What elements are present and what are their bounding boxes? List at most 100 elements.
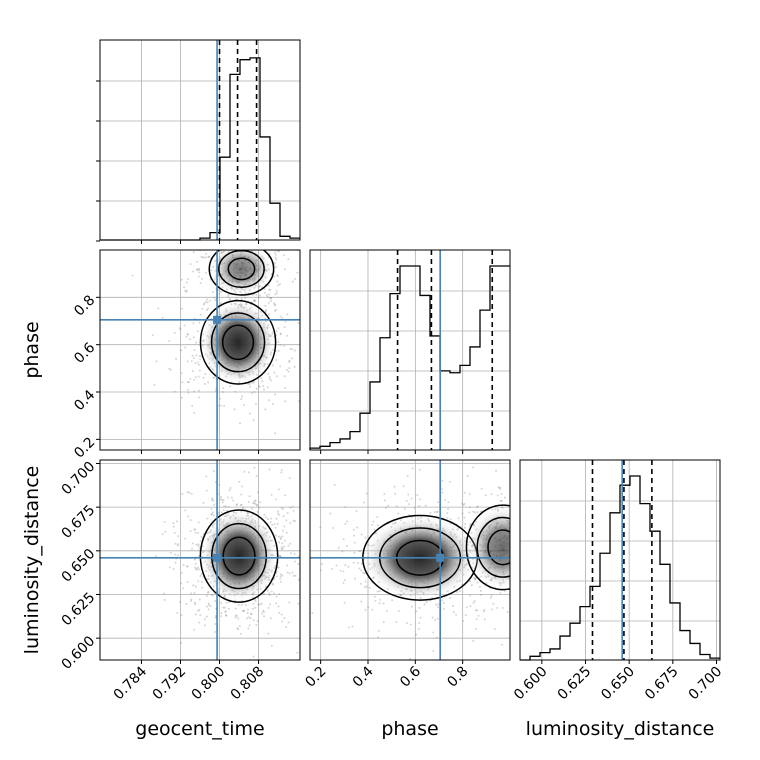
sample-point — [411, 467, 414, 470]
sample-point — [194, 601, 197, 604]
sample-point — [210, 507, 213, 510]
sample-point — [267, 372, 270, 375]
sample-point — [191, 370, 194, 373]
sample-point — [347, 626, 350, 629]
sample-point — [180, 278, 183, 281]
xlabel-geocent-time: geocent_time — [135, 718, 264, 740]
sample-point — [447, 507, 450, 510]
sample-point — [214, 234, 216, 236]
sample-point — [176, 520, 179, 523]
sample-point — [198, 321, 201, 324]
contour-level-1 — [211, 522, 267, 590]
sample-point — [220, 495, 223, 498]
sample-point — [535, 558, 537, 560]
sample-point — [391, 599, 394, 602]
sample-point — [515, 553, 517, 555]
sample-point — [337, 546, 340, 549]
sample-point — [247, 471, 250, 474]
sample-point — [343, 601, 346, 604]
sample-point — [360, 533, 363, 536]
sample-point — [511, 507, 513, 509]
sample-point — [417, 627, 420, 630]
sample-point — [274, 293, 277, 296]
sample-point — [214, 600, 217, 603]
sample-point — [468, 506, 471, 509]
sample-point — [522, 584, 524, 586]
sample-point — [463, 491, 466, 494]
sample-point — [419, 616, 422, 619]
sample-point — [268, 375, 271, 378]
sample-point — [513, 551, 515, 553]
sample-point — [235, 503, 238, 506]
sample-point — [179, 328, 182, 331]
sample-point — [275, 375, 278, 378]
sample-point — [185, 565, 188, 568]
sample-point — [360, 600, 363, 603]
sample-point — [219, 302, 222, 305]
sample-point — [489, 597, 492, 600]
sample-point — [289, 521, 292, 524]
sample-point — [214, 616, 217, 619]
sample-point — [278, 593, 281, 596]
sample-point — [521, 550, 523, 552]
sample-point — [514, 540, 516, 542]
sample-point — [271, 424, 273, 426]
sample-point — [186, 381, 189, 384]
sample-point — [191, 354, 194, 357]
sample-point — [273, 262, 276, 265]
sample-point — [275, 242, 277, 244]
sample-point — [341, 550, 344, 553]
panel-luminosity_distance-vs-geocent_time-frame — [99, 459, 301, 661]
sample-point — [235, 504, 238, 507]
sample-point — [527, 569, 529, 571]
sample-point — [294, 277, 297, 280]
sample-point — [342, 570, 345, 573]
sample-point — [176, 544, 179, 547]
sample-point — [451, 605, 454, 608]
sample-point — [277, 605, 280, 608]
sample-point — [448, 480, 451, 483]
sample-point — [452, 611, 455, 614]
sample-point — [269, 288, 272, 291]
sample-point — [473, 599, 476, 602]
sample-point — [331, 526, 334, 529]
sample-point — [180, 349, 183, 352]
sample-point — [238, 625, 241, 628]
y-tick-label: 0.675 — [59, 502, 99, 542]
sample-point — [313, 569, 315, 571]
sample-point — [220, 511, 223, 514]
sample-point — [197, 521, 200, 524]
sample-point — [155, 360, 158, 363]
sample-point — [163, 520, 166, 523]
sample-point — [363, 586, 366, 589]
sample-point — [207, 591, 210, 594]
sample-point — [219, 397, 222, 400]
sample-point — [194, 613, 197, 616]
sample-point — [267, 313, 270, 316]
sample-point — [180, 582, 183, 585]
sample-point — [301, 316, 303, 318]
sample-point — [526, 489, 528, 491]
sample-point — [517, 515, 519, 517]
sample-point — [181, 396, 184, 399]
sample-point — [205, 298, 208, 301]
sample-point — [539, 538, 541, 540]
sample-point — [281, 317, 284, 320]
sample-point — [244, 296, 247, 299]
sample-point — [431, 616, 434, 619]
sample-point — [523, 553, 525, 555]
sample-point — [525, 570, 527, 572]
sample-point — [252, 501, 255, 504]
sample-point — [207, 604, 210, 607]
sample-point — [514, 554, 516, 556]
sample-point — [204, 271, 207, 274]
sample-point — [217, 288, 220, 291]
sample-point — [256, 491, 259, 494]
sample-point — [191, 404, 194, 407]
sample-point — [415, 610, 418, 613]
sample-point — [214, 623, 217, 626]
sample-point — [233, 408, 236, 411]
sample-point — [466, 475, 469, 478]
sample-point — [441, 599, 444, 602]
